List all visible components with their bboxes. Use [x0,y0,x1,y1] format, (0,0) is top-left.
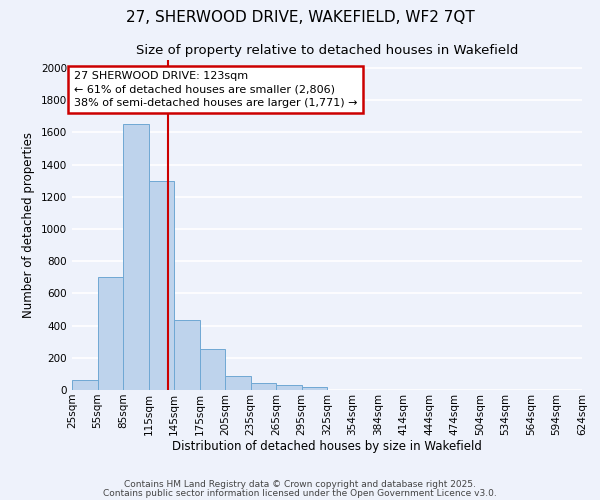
Text: Contains public sector information licensed under the Open Government Licence v3: Contains public sector information licen… [103,489,497,498]
Text: 27 SHERWOOD DRIVE: 123sqm
← 61% of detached houses are smaller (2,806)
38% of se: 27 SHERWOOD DRIVE: 123sqm ← 61% of detac… [74,72,357,108]
Bar [97,278,123,390]
Bar [199,349,225,390]
Bar [251,383,276,390]
Bar [302,387,327,390]
Bar [123,124,149,390]
Bar [276,385,302,390]
Bar [72,380,97,390]
Bar [174,320,199,390]
X-axis label: Distribution of detached houses by size in Wakefield: Distribution of detached houses by size … [172,440,482,454]
Bar [225,376,251,390]
Text: 27, SHERWOOD DRIVE, WAKEFIELD, WF2 7QT: 27, SHERWOOD DRIVE, WAKEFIELD, WF2 7QT [125,10,475,25]
Text: Contains HM Land Registry data © Crown copyright and database right 2025.: Contains HM Land Registry data © Crown c… [124,480,476,489]
Bar [149,180,174,390]
Y-axis label: Number of detached properties: Number of detached properties [22,132,35,318]
Title: Size of property relative to detached houses in Wakefield: Size of property relative to detached ho… [136,44,518,58]
